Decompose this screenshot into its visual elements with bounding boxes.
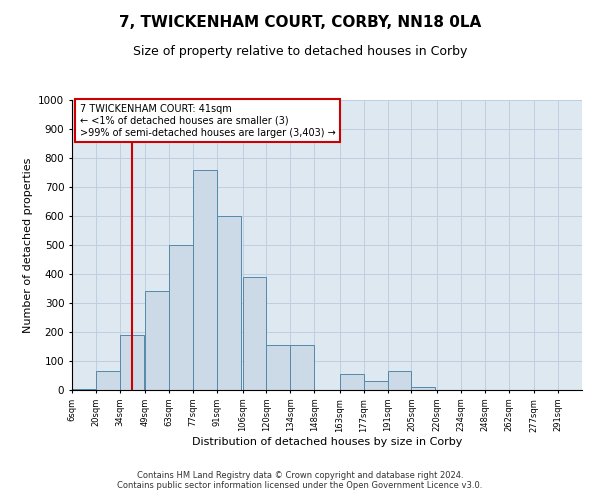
Bar: [217, 216, 241, 390]
Bar: [388, 371, 412, 390]
Bar: [340, 374, 364, 390]
Bar: [364, 382, 388, 390]
Text: Size of property relative to detached houses in Corby: Size of property relative to detached ho…: [133, 45, 467, 58]
Text: 7 TWICKENHAM COURT: 41sqm
← <1% of detached houses are smaller (3)
>99% of semi-: 7 TWICKENHAM COURT: 41sqm ← <1% of detac…: [80, 104, 335, 138]
Y-axis label: Number of detached properties: Number of detached properties: [23, 158, 32, 332]
Bar: [120, 335, 143, 390]
Bar: [96, 371, 120, 390]
Bar: [412, 387, 436, 390]
Bar: [242, 277, 266, 390]
Bar: [266, 345, 290, 390]
Bar: [193, 170, 217, 390]
X-axis label: Distribution of detached houses by size in Corby: Distribution of detached houses by size …: [192, 437, 462, 447]
Bar: [145, 292, 169, 390]
Bar: [290, 345, 314, 390]
Text: 7, TWICKENHAM COURT, CORBY, NN18 0LA: 7, TWICKENHAM COURT, CORBY, NN18 0LA: [119, 15, 481, 30]
Text: Contains HM Land Registry data © Crown copyright and database right 2024.
Contai: Contains HM Land Registry data © Crown c…: [118, 470, 482, 490]
Bar: [169, 245, 193, 390]
Bar: [72, 389, 96, 390]
